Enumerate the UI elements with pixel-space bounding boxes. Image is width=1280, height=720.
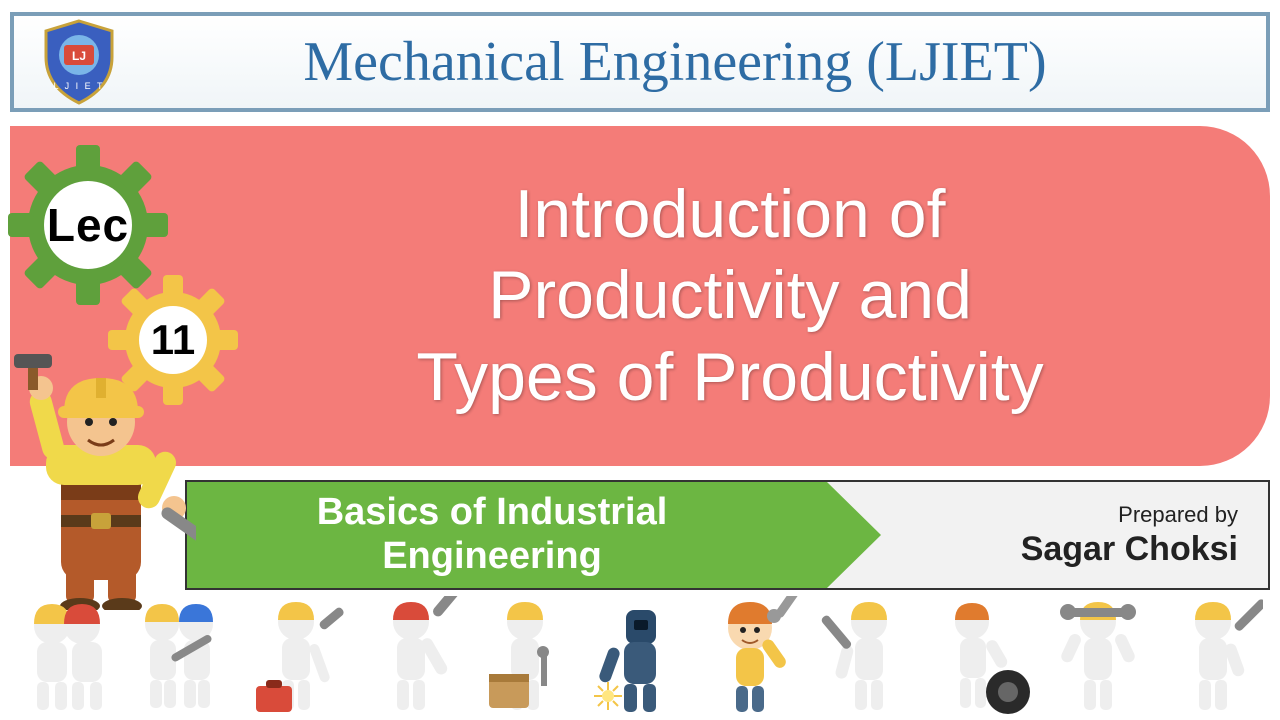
svg-text:L J I E T: L J I E T <box>53 81 104 91</box>
lecture-title-line2: Productivity and <box>488 257 972 333</box>
worker-icon <box>590 596 690 716</box>
author-name: Sagar Choksi <box>1021 530 1238 569</box>
course-name: Basics of Industrial Engineering <box>187 482 827 588</box>
worker-characters-row <box>0 580 1280 720</box>
worker-icon <box>132 596 232 716</box>
header-bar: LJ L J I E T Mechanical Engineering (LJI… <box>10 12 1270 112</box>
gear-lec-label: Lec <box>47 198 129 252</box>
engineer-character <box>6 350 196 610</box>
worker-icon <box>1048 596 1148 716</box>
course-line2: Engineering <box>382 535 602 577</box>
lecture-title-line1: Introduction of <box>515 176 946 252</box>
worker-icon <box>17 596 117 716</box>
prepared-by-label: Prepared by <box>1118 502 1238 528</box>
lecture-title-line3: Types of Productivity <box>416 339 1043 415</box>
worker-icon <box>819 596 919 716</box>
worker-icon <box>361 596 461 716</box>
header-title: Mechanical Engineering (LJIET) <box>144 30 1266 94</box>
svg-text:LJ: LJ <box>72 49 86 63</box>
worker-icon <box>246 596 346 716</box>
worker-icon <box>934 596 1034 716</box>
course-bar: Basics of Industrial Engineering Prepare… <box>185 480 1270 590</box>
worker-icon <box>704 596 804 716</box>
course-line1: Basics of Industrial <box>317 491 668 533</box>
institute-logo: LJ L J I E T <box>14 16 144 108</box>
worker-icon <box>1163 596 1263 716</box>
worker-icon <box>475 596 575 716</box>
author-block: Prepared by Sagar Choksi <box>827 482 1268 588</box>
